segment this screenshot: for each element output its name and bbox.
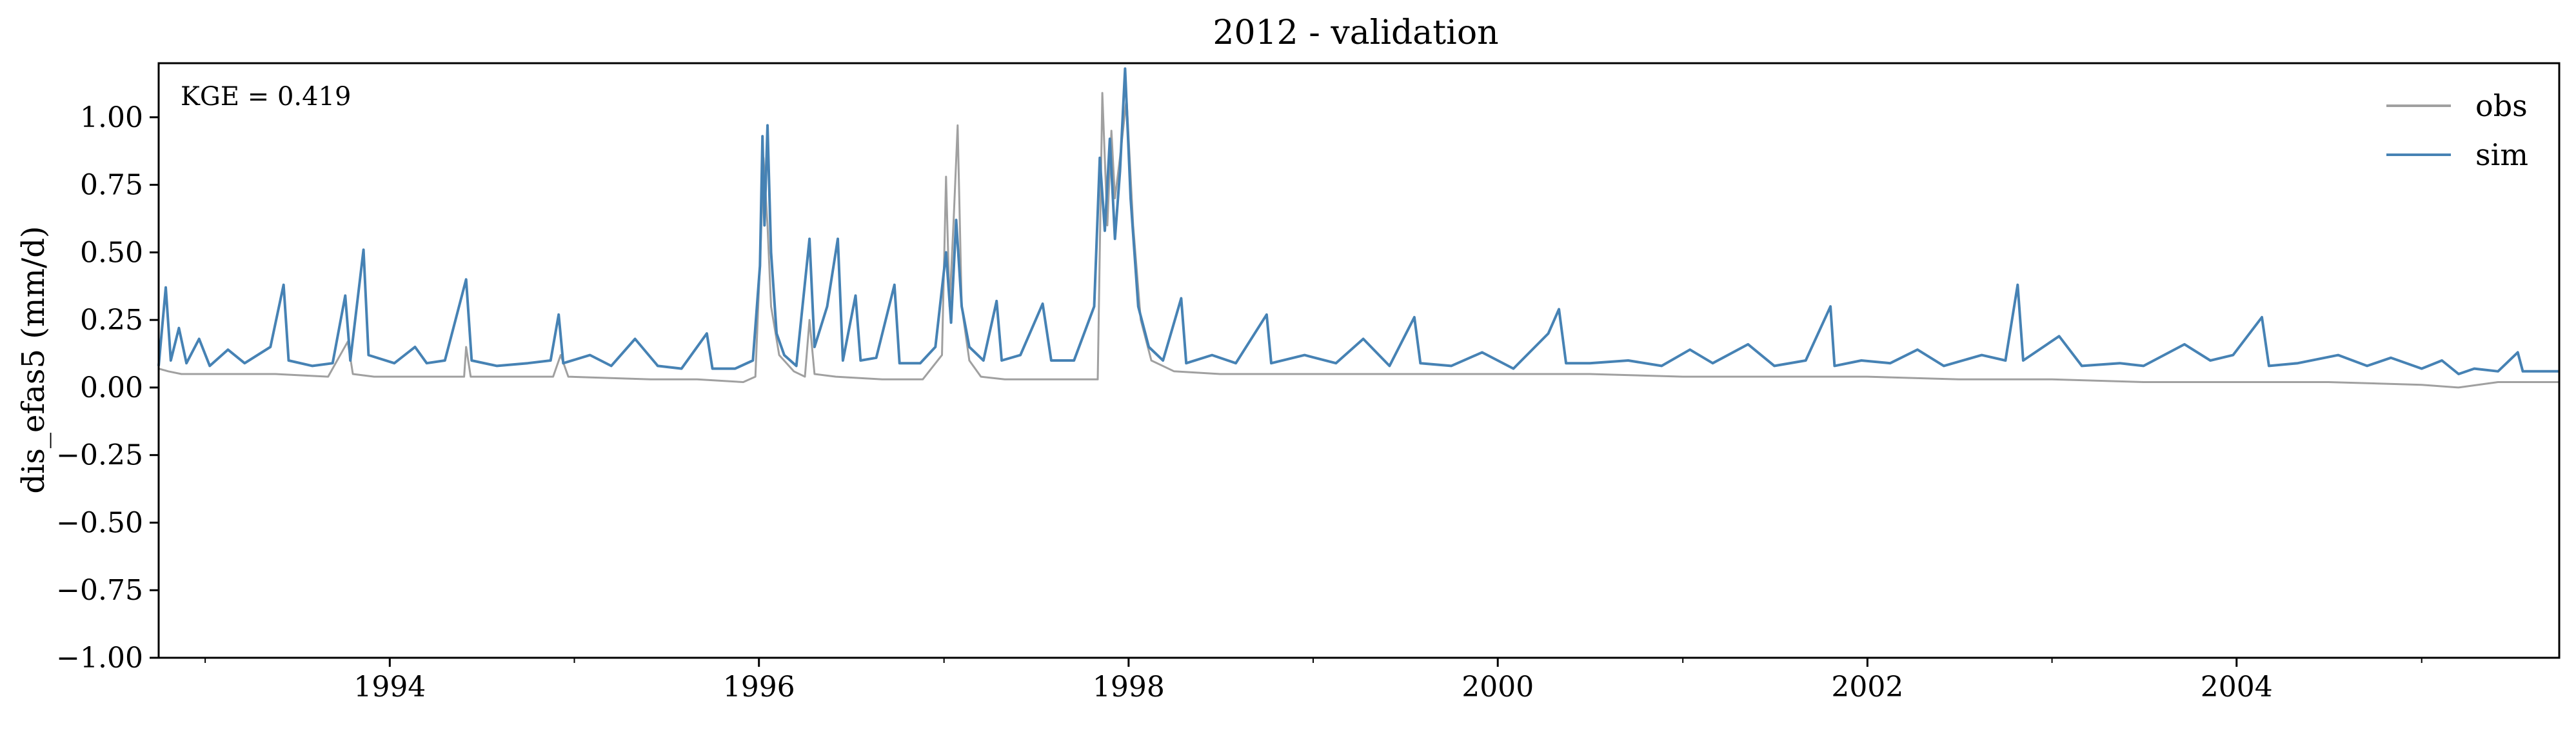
x-tick-label: 1996 <box>723 671 795 704</box>
x-tick-label: 1994 <box>353 671 426 704</box>
legend: obs sim <box>2386 88 2528 172</box>
y-tick-label: 0.00 <box>80 371 143 404</box>
x-tick-label: 2000 <box>1461 671 1534 704</box>
x-tick-label: 2002 <box>1831 671 1903 704</box>
y-tick-label: −0.50 <box>56 506 143 539</box>
plot-frame <box>157 62 2561 659</box>
x-tick-label: 1998 <box>1093 671 1165 704</box>
y-axis-label: dis_efas5 (mm/d) <box>15 226 52 493</box>
y-tick-label: 0.50 <box>80 236 143 269</box>
y-tick-label: −1.00 <box>56 642 143 675</box>
plot-area <box>157 67 2559 389</box>
y-tick-label: 0.75 <box>80 169 143 202</box>
y-tick-label: −0.25 <box>56 439 143 472</box>
chart-title: 2012 - validation <box>1213 14 1498 52</box>
kge-annotation: KGE = 0.419 <box>181 82 352 112</box>
legend-label-sim: sim <box>2475 137 2528 172</box>
legend-label-obs: obs <box>2475 88 2528 123</box>
series-line-sim <box>157 67 2559 375</box>
x-tick-label: 2004 <box>2201 671 2273 704</box>
y-tick-label: −0.75 <box>56 574 143 607</box>
y-tick-label: 1.00 <box>80 101 143 134</box>
y-tick-label: 0.25 <box>80 304 143 337</box>
series-line-obs <box>158 92 2559 389</box>
